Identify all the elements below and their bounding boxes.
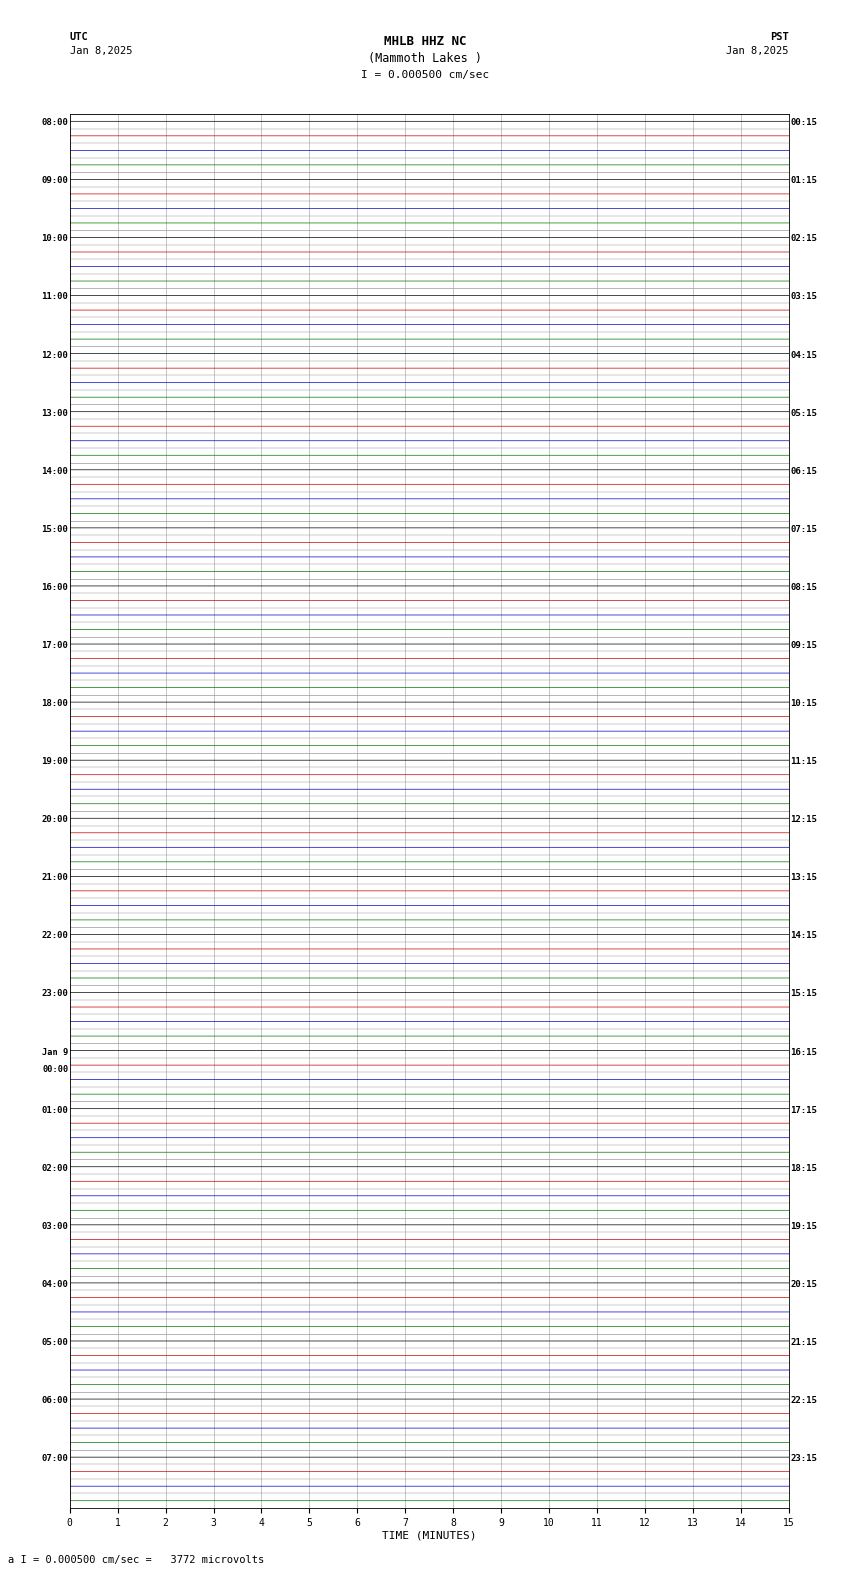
Text: UTC: UTC bbox=[70, 32, 88, 41]
Text: 02:15: 02:15 bbox=[790, 234, 817, 244]
Text: 18:00: 18:00 bbox=[42, 699, 68, 708]
Text: 03:15: 03:15 bbox=[790, 293, 817, 301]
Text: 05:00: 05:00 bbox=[42, 1338, 68, 1346]
Text: 22:15: 22:15 bbox=[790, 1396, 817, 1405]
Text: 21:15: 21:15 bbox=[790, 1338, 817, 1346]
Text: 10:00: 10:00 bbox=[42, 234, 68, 244]
Text: 04:15: 04:15 bbox=[790, 350, 817, 360]
Text: 15:15: 15:15 bbox=[790, 990, 817, 998]
Text: 07:15: 07:15 bbox=[790, 524, 817, 534]
Text: 23:00: 23:00 bbox=[42, 990, 68, 998]
Text: MHLB HHZ NC: MHLB HHZ NC bbox=[383, 35, 467, 48]
Text: a I = 0.000500 cm/sec =   3772 microvolts: a I = 0.000500 cm/sec = 3772 microvolts bbox=[8, 1555, 264, 1565]
Text: Jan 9: Jan 9 bbox=[42, 1047, 68, 1057]
Text: 16:15: 16:15 bbox=[790, 1047, 817, 1057]
Text: 12:15: 12:15 bbox=[790, 816, 817, 824]
Text: 14:00: 14:00 bbox=[42, 467, 68, 475]
Text: 15:00: 15:00 bbox=[42, 524, 68, 534]
Text: PST: PST bbox=[770, 32, 789, 41]
Text: 22:00: 22:00 bbox=[42, 931, 68, 941]
Text: 11:15: 11:15 bbox=[790, 757, 817, 767]
Text: 10:15: 10:15 bbox=[790, 699, 817, 708]
Text: 05:15: 05:15 bbox=[790, 409, 817, 418]
Text: 06:15: 06:15 bbox=[790, 467, 817, 475]
Text: Jan 8,2025: Jan 8,2025 bbox=[726, 46, 789, 55]
Text: 20:15: 20:15 bbox=[790, 1280, 817, 1289]
Text: 00:00: 00:00 bbox=[42, 1064, 68, 1074]
Text: 07:00: 07:00 bbox=[42, 1454, 68, 1464]
Text: 14:15: 14:15 bbox=[790, 931, 817, 941]
Text: 23:15: 23:15 bbox=[790, 1454, 817, 1464]
Text: 06:00: 06:00 bbox=[42, 1396, 68, 1405]
Text: 11:00: 11:00 bbox=[42, 293, 68, 301]
Text: 12:00: 12:00 bbox=[42, 350, 68, 360]
Text: 00:15: 00:15 bbox=[790, 119, 817, 127]
Text: 18:15: 18:15 bbox=[790, 1164, 817, 1172]
Text: 08:00: 08:00 bbox=[42, 119, 68, 127]
Text: 16:00: 16:00 bbox=[42, 583, 68, 592]
Text: Jan 8,2025: Jan 8,2025 bbox=[70, 46, 133, 55]
Text: 21:00: 21:00 bbox=[42, 873, 68, 882]
Text: 01:15: 01:15 bbox=[790, 176, 817, 185]
Text: 13:00: 13:00 bbox=[42, 409, 68, 418]
X-axis label: TIME (MINUTES): TIME (MINUTES) bbox=[382, 1530, 477, 1541]
Text: 09:00: 09:00 bbox=[42, 176, 68, 185]
Text: 20:00: 20:00 bbox=[42, 816, 68, 824]
Text: (Mammoth Lakes ): (Mammoth Lakes ) bbox=[368, 52, 482, 65]
Text: 17:15: 17:15 bbox=[790, 1106, 817, 1115]
Text: 19:15: 19:15 bbox=[790, 1221, 817, 1231]
Text: 04:00: 04:00 bbox=[42, 1280, 68, 1289]
Text: 01:00: 01:00 bbox=[42, 1106, 68, 1115]
Text: 02:00: 02:00 bbox=[42, 1164, 68, 1172]
Text: 03:00: 03:00 bbox=[42, 1221, 68, 1231]
Text: 17:00: 17:00 bbox=[42, 642, 68, 649]
Text: 19:00: 19:00 bbox=[42, 757, 68, 767]
Text: I = 0.000500 cm/sec: I = 0.000500 cm/sec bbox=[361, 70, 489, 79]
Text: 13:15: 13:15 bbox=[790, 873, 817, 882]
Text: 09:15: 09:15 bbox=[790, 642, 817, 649]
Text: 08:15: 08:15 bbox=[790, 583, 817, 592]
